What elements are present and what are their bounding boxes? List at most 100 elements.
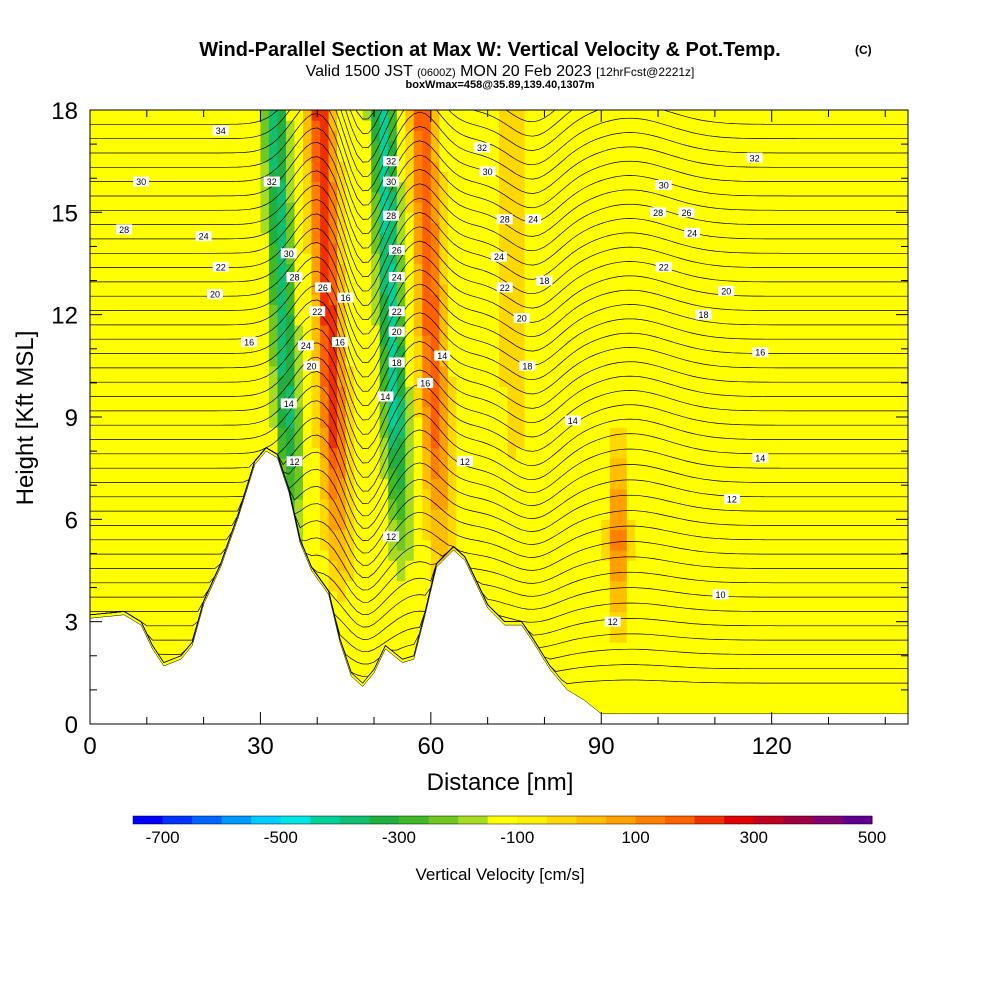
velocity-cell xyxy=(712,181,722,193)
velocity-cell xyxy=(405,529,415,541)
velocity-cell xyxy=(584,427,594,438)
velocity-cell xyxy=(686,560,696,572)
velocity-cell xyxy=(303,191,313,203)
velocity-cell xyxy=(456,202,466,213)
velocity-cell xyxy=(422,304,432,316)
velocity-cell xyxy=(771,437,781,449)
velocity-cell xyxy=(251,396,261,408)
velocity-cell xyxy=(413,365,423,377)
velocity-cell xyxy=(754,396,764,408)
velocity-cell xyxy=(107,253,117,265)
velocity-cell xyxy=(158,478,168,490)
velocity-cell xyxy=(124,171,134,183)
velocity-cell xyxy=(729,335,739,346)
velocity-cell xyxy=(268,427,278,438)
velocity-cell xyxy=(695,202,705,213)
velocity-cell xyxy=(703,591,713,602)
velocity-cell xyxy=(354,324,364,336)
velocity-cell xyxy=(737,703,747,715)
velocity-cell xyxy=(124,273,134,285)
velocity-cell xyxy=(524,396,534,408)
velocity-cell xyxy=(260,222,270,234)
velocity-cell xyxy=(635,478,645,490)
velocity-cell xyxy=(430,324,440,336)
velocity-cell xyxy=(149,130,159,142)
velocity-cell xyxy=(746,560,756,572)
velocity-cell xyxy=(609,324,619,336)
velocity-cell xyxy=(754,703,764,715)
velocity-cell xyxy=(132,417,142,428)
velocity-cell xyxy=(328,202,338,213)
velocity-cell xyxy=(328,498,338,510)
velocity-cell xyxy=(107,406,117,418)
velocity-cell xyxy=(413,447,423,459)
velocity-cell xyxy=(643,529,653,541)
velocity-cell xyxy=(507,263,517,275)
velocity-cell xyxy=(737,253,747,265)
velocity-cell xyxy=(592,652,602,664)
velocity-cell xyxy=(737,672,747,684)
velocity-cell xyxy=(132,611,142,623)
velocity-cell xyxy=(217,150,227,162)
velocity-cell xyxy=(268,191,278,203)
velocity-cell xyxy=(268,345,278,357)
velocity-cell xyxy=(788,447,798,459)
velocity-cell xyxy=(618,703,628,715)
velocity-cell xyxy=(584,130,594,142)
velocity-cell xyxy=(609,273,619,285)
velocity-cell xyxy=(200,376,210,387)
velocity-cell xyxy=(149,509,159,520)
velocity-cell xyxy=(379,376,389,387)
velocity-cell xyxy=(482,232,492,244)
velocity-cell xyxy=(456,130,466,142)
velocity-cell xyxy=(90,550,100,561)
velocity-cell xyxy=(149,427,159,438)
velocity-cell xyxy=(192,191,202,203)
velocity-cell xyxy=(379,611,389,623)
velocity-cell xyxy=(473,161,483,172)
velocity-cell xyxy=(405,611,415,623)
velocity-cell xyxy=(166,580,176,592)
velocity-cell xyxy=(703,611,713,623)
velocity-cell xyxy=(652,150,662,162)
velocity-cell xyxy=(354,335,364,346)
velocity-cell xyxy=(754,314,764,326)
velocity-cell xyxy=(183,202,193,213)
velocity-cell xyxy=(115,202,125,213)
velocity-cell xyxy=(643,181,653,193)
velocity-cell xyxy=(251,386,261,398)
velocity-cell xyxy=(686,570,696,582)
velocity-cell xyxy=(345,457,355,469)
velocity-cell xyxy=(737,273,747,285)
velocity-cell xyxy=(413,529,423,541)
velocity-cell xyxy=(379,570,389,582)
velocity-cell xyxy=(354,202,364,213)
velocity-cell xyxy=(328,580,338,592)
velocity-cell xyxy=(311,560,321,572)
velocity-cell xyxy=(158,519,168,531)
velocity-cell xyxy=(575,222,585,234)
velocity-cell xyxy=(90,601,100,612)
velocity-cell xyxy=(124,417,134,428)
velocity-cell xyxy=(217,519,227,531)
velocity-cell xyxy=(626,570,636,582)
velocity-cell xyxy=(141,161,151,172)
velocity-cell xyxy=(354,539,364,551)
velocity-cell xyxy=(268,386,278,398)
velocity-cell xyxy=(695,335,705,346)
velocity-cell xyxy=(115,294,125,305)
velocity-cell xyxy=(703,284,713,295)
velocity-cell xyxy=(652,539,662,551)
velocity-cell xyxy=(763,539,773,551)
velocity-cell xyxy=(200,509,210,520)
velocity-cell xyxy=(294,202,304,213)
velocity-cell xyxy=(362,335,372,346)
velocity-cell xyxy=(311,150,321,162)
velocity-cell xyxy=(737,488,747,500)
velocity-cell xyxy=(175,130,185,142)
velocity-cell xyxy=(541,232,551,244)
velocity-cell xyxy=(729,662,739,674)
velocity-cell xyxy=(754,601,764,612)
velocity-cell xyxy=(592,212,602,224)
velocity-cell xyxy=(754,498,764,510)
